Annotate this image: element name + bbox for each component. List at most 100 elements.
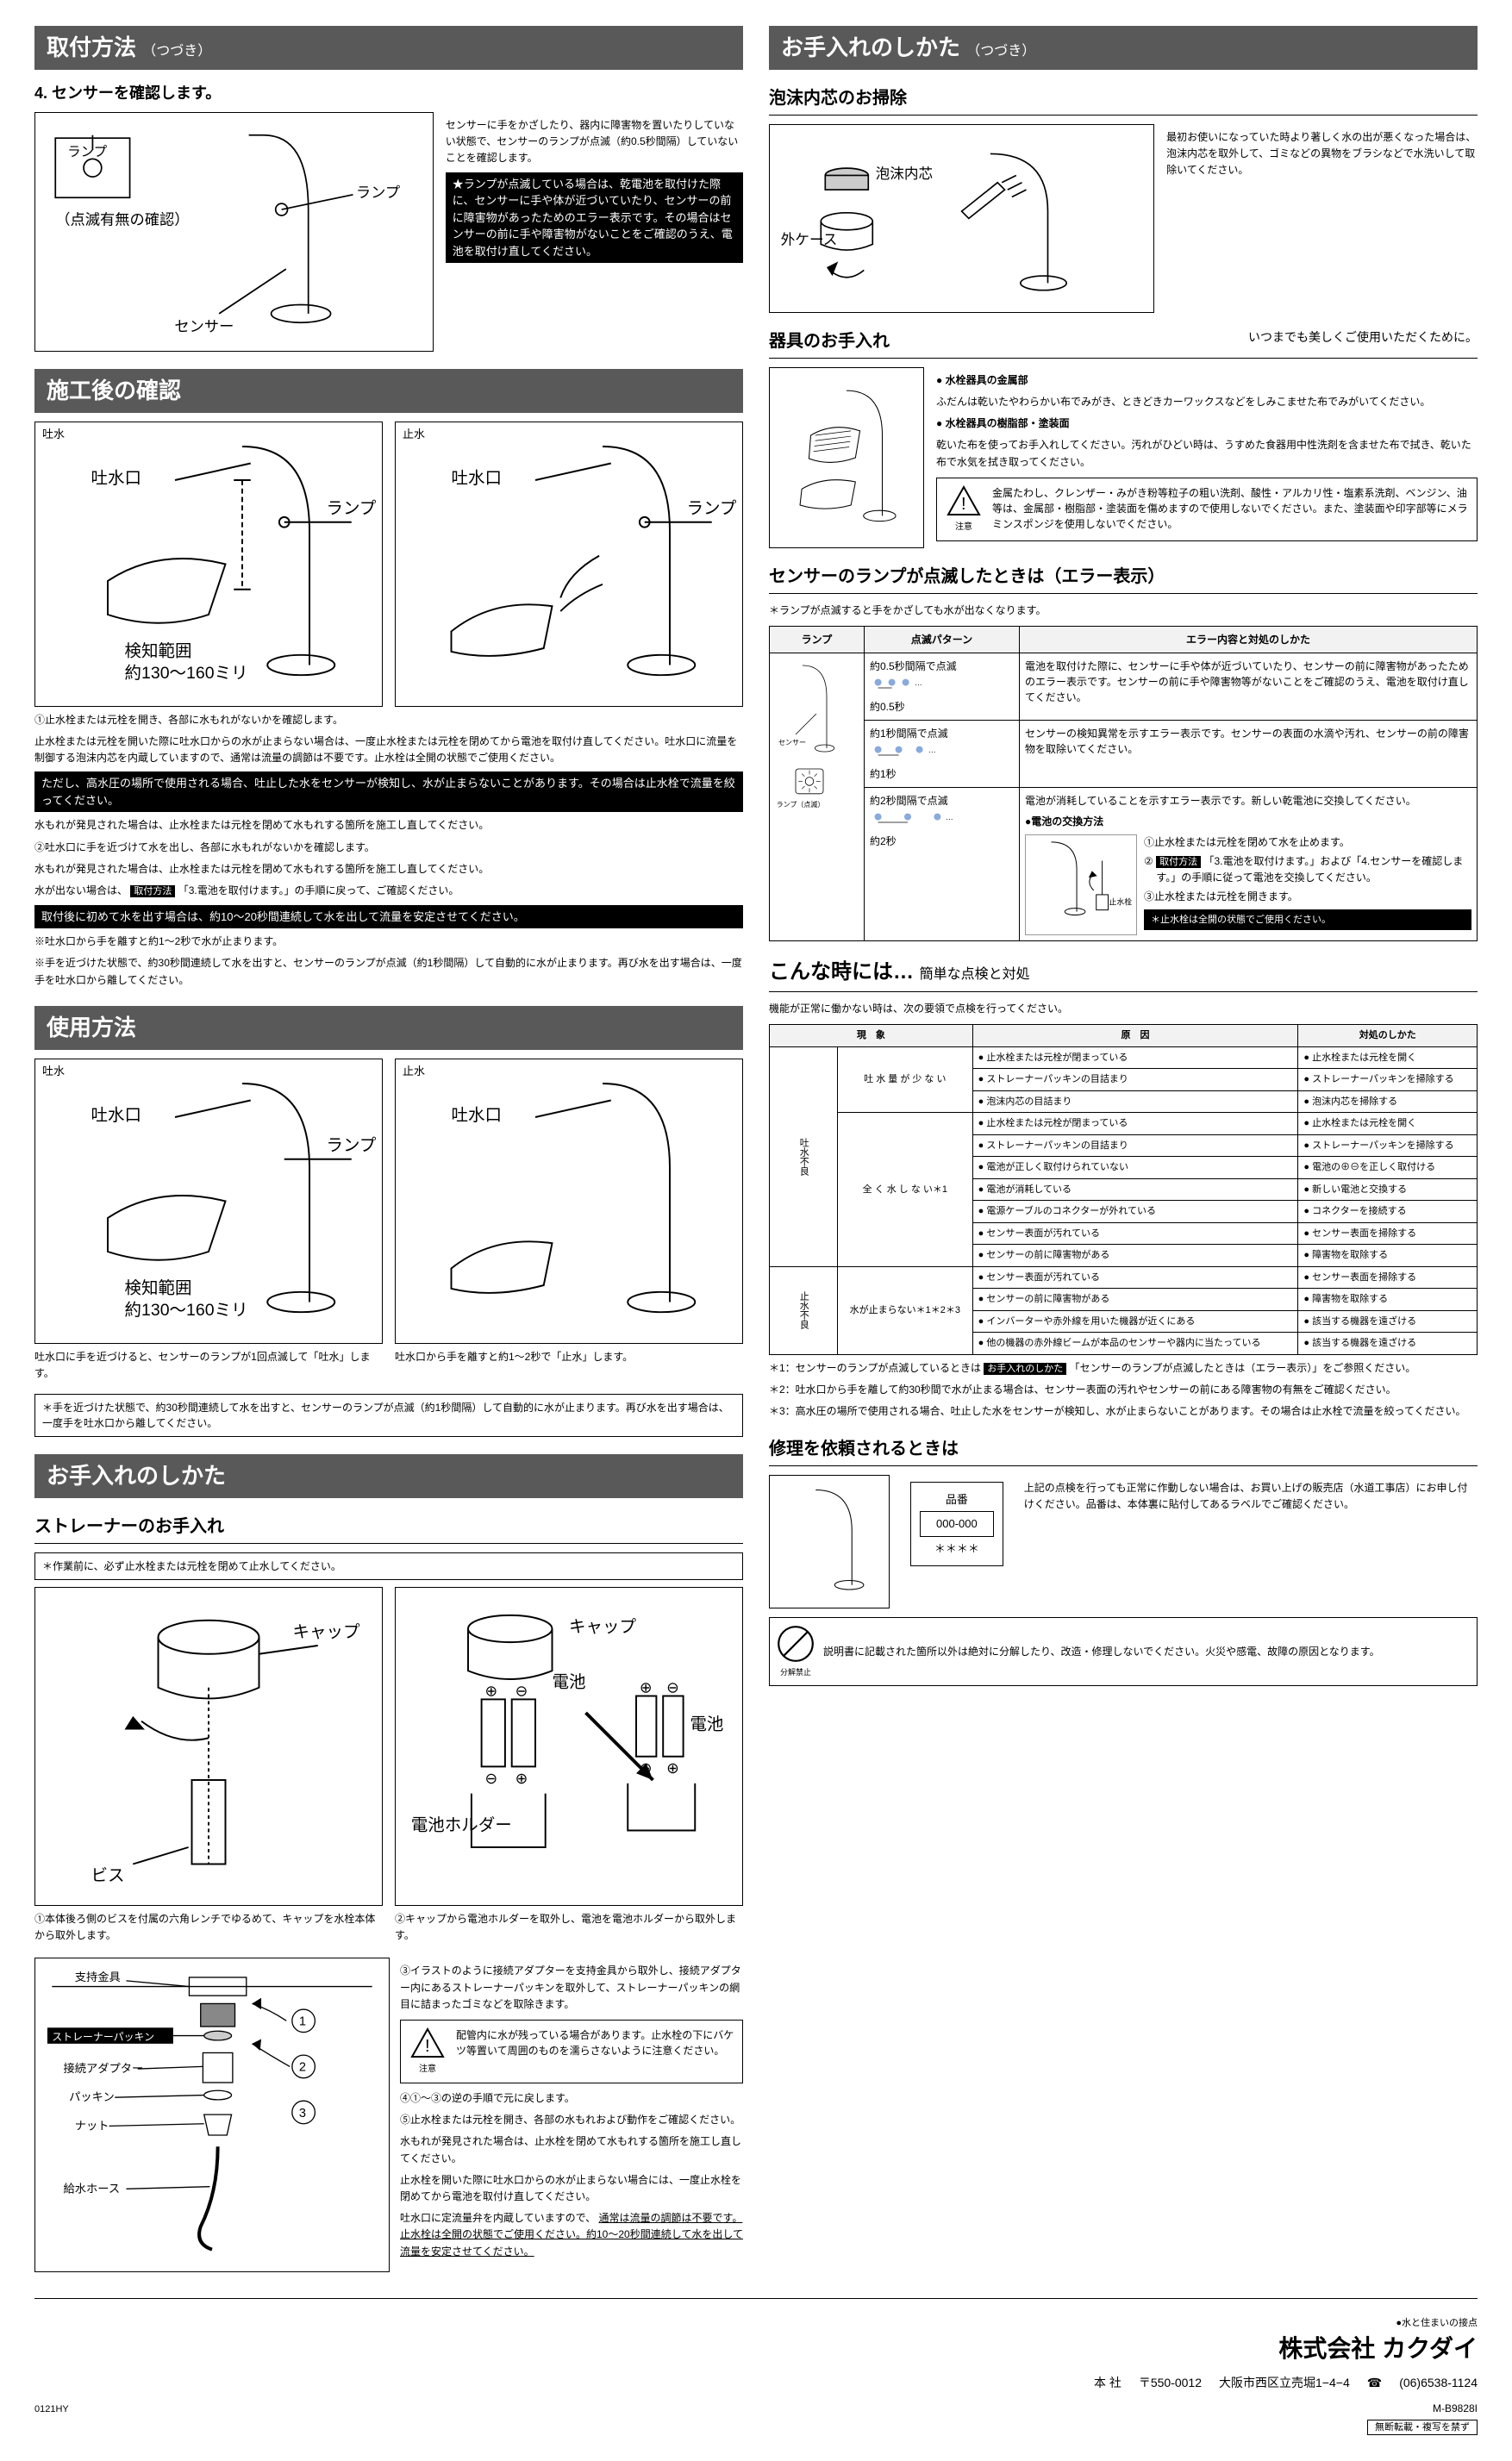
str-step5b: 水もれが発見された場合は、止水栓を閉めて水もれする箇所を施工し直してください。 xyxy=(400,2133,743,2166)
heading-install-sub: （つづき） xyxy=(142,44,211,59)
footer-slogan: ●水と住まいの接点 xyxy=(1396,2318,1478,2328)
svg-text:…: … xyxy=(915,678,922,687)
str-step2: ②キャップから電池ホルダーを取外し、電池を電池ホルダーから取外します。 xyxy=(395,1911,743,1944)
svg-text:電池: 電池 xyxy=(553,1673,586,1692)
error-table: ランプ 点滅パターン エラー内容と対処のしかた センサー xyxy=(769,626,1478,941)
use-1: 吐水口に手を近づけると、センサーのランプが1回点滅して「吐水」します。 xyxy=(34,1349,383,1382)
repair-text: 上記の点検を行っても正常に作動しない場合は、お買い上げの販売店（水道工事店）にお… xyxy=(1024,1480,1478,1513)
heading-usage: 使用方法 xyxy=(34,1006,743,1050)
kigu-b1: ● 水栓器具の金属部 xyxy=(936,372,1478,389)
diagram-tosui-2: 吐水 吐水口 ランプ 検知範囲 約130〜160ミリ xyxy=(34,1059,383,1344)
err-pattern-3: 約2秒間隔で点滅 … 約2秒 xyxy=(865,788,1020,941)
confirm-1c: 水もれが発見された場合は、止水栓または元栓を閉めて水もれする箇所を施工し直してく… xyxy=(34,817,743,834)
kigu-b2: ● 水栓器具の樹脂部・塗装面 xyxy=(936,415,1478,432)
diagram-shisui-2: 止水 吐水口 xyxy=(395,1059,743,1344)
diagram-repair-faucet xyxy=(769,1475,890,1609)
hinban-label-box: 品番 000-000 ＊＊＊＊ xyxy=(910,1482,1003,1567)
svg-text:電池ホルダー: 電池ホルダー xyxy=(411,1816,512,1835)
footer: ●水と住まいの接点 株式会社 カクダイ 本 社 〒550-0012 大阪市西区立… xyxy=(34,2298,1478,2435)
svg-text:吐水口: 吐水口 xyxy=(452,469,503,488)
trouble-intro: 機能が正常に働かない時は、次の要領で点検を行ってください。 xyxy=(769,1001,1478,1017)
svg-text:吐水口: 吐水口 xyxy=(91,1106,142,1125)
trouble-table: 現 象 原 因 対処のしかた 吐水不良吐 水 量 が 少 な い● 止水栓または… xyxy=(769,1024,1478,1355)
svg-text:⊕: ⊕ xyxy=(485,1683,498,1700)
sh-error: センサーのランプが点滅したときは（エラー表示） xyxy=(769,560,1478,594)
sh-trouble: こんな時には… 簡単な点検と対処 xyxy=(769,953,1478,992)
err-d3-step3: ③止水栓または元栓を開きます。 xyxy=(1144,889,1471,904)
diagram-battery-swap: 止水栓 xyxy=(1025,834,1137,935)
svg-text:ストレーナーパッキン: ストレーナーパッキン xyxy=(52,2031,154,2043)
err-d3-black: ＊止水栓は全開の状態でご使用ください。 xyxy=(1144,909,1471,931)
str-step4: ④①〜③の逆の手順で元に戻します。 xyxy=(400,2090,743,2107)
sh-foam: 泡沫内芯のお掃除 xyxy=(769,82,1478,116)
footer-nocopy: 無断転載・複写を禁ず xyxy=(1367,2420,1478,2435)
svg-text:!: ! xyxy=(961,495,966,514)
svg-text:3: 3 xyxy=(299,2107,306,2121)
warning-icon: ! 注意 xyxy=(944,485,984,534)
svg-text:吐水口: 吐水口 xyxy=(91,469,142,488)
footer-zip: 〒550-0012 xyxy=(1139,2374,1202,2392)
sh-repair: 修理を依頼されるときは xyxy=(769,1433,1478,1466)
svg-text:1: 1 xyxy=(299,2015,306,2029)
confirm-4: ※手を近づけた状態で、約30秒間連続して水を出すと、センサーのランプが点滅（約1… xyxy=(34,955,743,988)
kigu-b1t: ふだんは乾いたやわらかい布でみがき、ときどきカーワックスなどをしみこませた布でみ… xyxy=(936,394,1478,410)
svg-text:⊖: ⊖ xyxy=(666,1679,679,1696)
str-step5: ⑤止水栓または元栓を開き、各部の水もれおよび動作をご確認ください。 xyxy=(400,2112,743,2128)
svg-text:ランプ（点滅）: ランプ（点滅） xyxy=(777,800,825,809)
step4-black-note: ★ランプが点滅している場合は、乾電池を取付けた際に、センサーに手や体が近づいてい… xyxy=(446,172,743,264)
confirm-1: ①止水栓または元栓を開き、各部に水もれがないかを確認します。 xyxy=(34,712,743,728)
err-d3-step1: ①止水栓または元栓を閉めて水を止めます。 xyxy=(1144,834,1471,850)
step4-text: センサーに手をかざしたり、器内に障害物を置いたりしていない状態で、センサーのラン… xyxy=(446,117,743,167)
err-th-desc: エラー内容と対処のしかた xyxy=(1020,627,1478,653)
svg-text:キャップ: キャップ xyxy=(292,1622,360,1641)
diagram-foam: 泡沫内芯 外ケース xyxy=(769,124,1154,313)
svg-text:約130〜160ミリ: 約130〜160ミリ xyxy=(125,664,248,683)
svg-text:センサー: センサー xyxy=(778,739,806,746)
err-lamp-diagram: センサー ランプ（点滅） xyxy=(770,653,865,941)
str-step3: ③イラストのように接続アダプターを支持金具から取外し、接続アダプター内にあるスト… xyxy=(400,1963,743,2013)
diagram-battery-removal: キャップ 電池 ⊕⊖ ⊖⊕ 電池ホルダー 電池 ⊕⊖ ⊖⊕ xyxy=(395,1587,743,1906)
err-desc-2: センサーの検知異常を示すエラー表示です。センサーの表面の水滴や汚れ、センサーの前… xyxy=(1020,721,1478,788)
heading-post-install: 施工後の確認 xyxy=(34,369,743,413)
svg-text:約130〜160ミリ: 約130〜160ミリ xyxy=(125,1301,248,1320)
confirm-3: ※吐水口から手を離すと約1〜2秒で水が止まります。 xyxy=(34,934,743,950)
svg-text:⊕: ⊕ xyxy=(640,1679,653,1696)
strainer-pre-note: ＊作業前に、必ず止水栓または元栓を閉めて止水してください。 xyxy=(34,1552,743,1580)
tnote2: ＊2：吐水口から手を離して約30秒間で水が止まる場合は、センサー表面の汚れやセン… xyxy=(769,1382,1478,1398)
svg-text:ランプ: ランプ xyxy=(326,1136,376,1155)
kigu-sub: いつまでも美しくご使用いただくために。 xyxy=(1248,328,1478,347)
confirm-black1: ただし、高水圧の場所で使用される場合、吐止した水をセンサーが検知し、水が止まらな… xyxy=(34,771,743,812)
svg-text:キャップ: キャップ xyxy=(569,1617,637,1636)
heading-install-text: 取付方法 xyxy=(47,34,136,60)
sh-kigu: 器具のお手入れ いつまでも美しくご使用いただくために。 xyxy=(769,325,1478,359)
footer-code2: M-B9828I xyxy=(1433,2402,1478,2414)
confirm-1b: 止水栓または元栓を開いた際に吐水口からの水が止まらない場合は、一度止水栓または元… xyxy=(34,734,743,766)
svg-text:⊖: ⊖ xyxy=(515,1683,528,1700)
svg-text:外ケース: 外ケース xyxy=(781,231,838,247)
heading-maint-r: お手入れのしかた （つづき） xyxy=(769,26,1478,70)
no-disassemble-icon: 分解禁止 xyxy=(777,1625,815,1678)
svg-text:検知範囲: 検知範囲 xyxy=(125,1278,192,1297)
no-disassembly-note: 分解禁止 説明書に記載された箇所以外は絶対に分解したり、改造・修理しないでくださ… xyxy=(769,1617,1478,1686)
svg-text:吐水口: 吐水口 xyxy=(452,1106,503,1125)
svg-text:…: … xyxy=(946,813,953,821)
svg-text:⊕: ⊕ xyxy=(515,1770,528,1787)
kigu-warning: ! 注意 金属たわし、クレンザー・みがき粉等粒子の粗い洗剤、酸性・アルカリ性・塩… xyxy=(936,478,1478,541)
svg-text:ランプ: ランプ xyxy=(326,499,376,518)
label-tosui: 吐水 xyxy=(41,426,66,443)
diagram-tosui-1: 吐水 吐水口 ランプ 検知範囲 約130〜160ミリ xyxy=(34,422,383,707)
svg-text:2: 2 xyxy=(299,2061,306,2075)
str-step5c: 止水栓を開いた際に吐水口からの水が止まらない場合には、一度止水栓を閉めてから電池… xyxy=(400,2172,743,2205)
svg-text:ビス: ビス xyxy=(91,1866,125,1885)
diagram-shisui-1: 止水 吐水口 ランプ xyxy=(395,422,743,707)
err-desc-1: 電池を取付けた際に、センサーに手や体が近づいていたり、センサーの前に障害物があっ… xyxy=(1020,653,1478,721)
footer-hq: 本 社 xyxy=(1094,2374,1122,2392)
sh-strainer: ストレーナーのお手入れ xyxy=(34,1510,743,1544)
heading-install: 取付方法 （つづき） xyxy=(34,26,743,70)
confirm-2b: 水もれが発見された場合は、止水栓または元栓を閉めて水もれする箇所を施工し直してく… xyxy=(34,861,743,878)
footer-addr: 大阪市西区立売堀1−4−4 xyxy=(1219,2374,1350,2392)
err-desc-3: 電池が消耗していることを示すエラー表示です。新しい乾電池に交換してください。 ●… xyxy=(1020,788,1478,941)
diagram-strainer-parts: 支持金具 ストレーナーパッキン 接続アダプター パッキン ナット xyxy=(34,1958,390,2271)
label-shisui: 止水 xyxy=(401,426,427,443)
strainer-warning: ! 注意 配管内に水が残っている場合があります。止水栓の下にバケツ等置いて周囲の… xyxy=(400,2020,743,2083)
